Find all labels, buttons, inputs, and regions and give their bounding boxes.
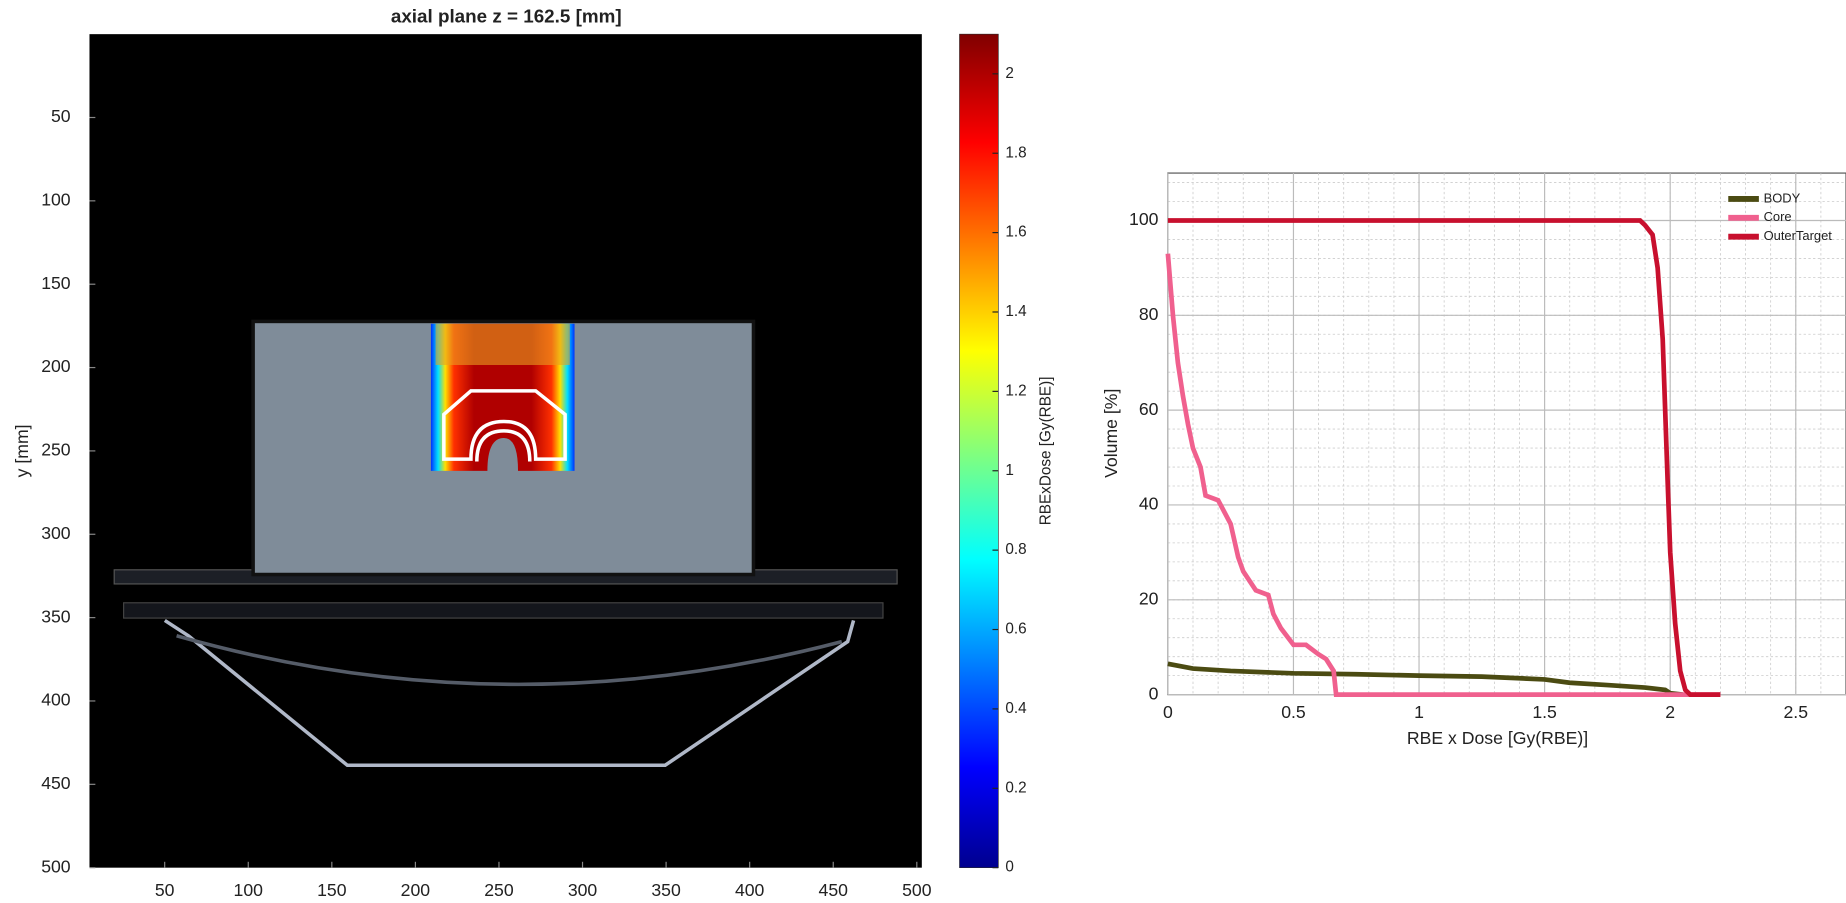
x-tick-label: 1: [1414, 702, 1424, 722]
y-tick-label: 150: [41, 273, 71, 293]
figure: axial plane z = 162.5 [mm] y [mm] RBExDo…: [0, 0, 1846, 903]
page: {"chart_data":[ {"type":"image","title":…: [0, 0, 1846, 903]
colorbar-tick-label: 0.4: [1005, 700, 1027, 717]
y-tick-label: 400: [41, 690, 71, 710]
x-tick-label: 200: [401, 880, 431, 900]
legend-label: BODY: [1764, 190, 1801, 205]
colorbar-tick-label: 0.2: [1005, 779, 1026, 796]
x-tick-label: 2: [1665, 702, 1675, 722]
x-tick-label: 350: [651, 880, 681, 900]
dvh-x-axis-label: RBE x Dose [Gy(RBE)]: [1407, 728, 1588, 748]
x-tick-label: 400: [735, 880, 765, 900]
dose-entrance: [436, 324, 570, 365]
y-axis-label: y [mm]: [12, 424, 32, 477]
x-tick-label: 250: [484, 880, 514, 900]
image-title: axial plane z = 162.5 [mm]: [391, 6, 622, 27]
y-tick-label: 0: [1149, 683, 1159, 703]
x-tick-label: 2.5: [1784, 702, 1809, 722]
colorbar-tick-label: 1.8: [1005, 144, 1026, 161]
x-tick-label: 300: [568, 880, 598, 900]
x-tick-label: 0.5: [1281, 702, 1306, 722]
y-tick-label: 450: [41, 773, 71, 793]
x-tick-label: 450: [819, 880, 849, 900]
y-tick-label: 350: [41, 606, 71, 626]
x-tick-label: 0: [1163, 702, 1173, 722]
y-tick-label: 300: [41, 523, 71, 543]
colorbar-tick-label: 0.6: [1005, 621, 1026, 638]
y-tick-label: 20: [1139, 588, 1159, 608]
legend-label: Core: [1764, 209, 1792, 224]
colorbar: [959, 34, 998, 868]
y-tick-label: 100: [1129, 209, 1159, 229]
dvh-y-axis-label: Volume [%]: [1101, 389, 1121, 478]
colorbar-tick-label: 1.4: [1005, 303, 1027, 320]
x-tick-label: 50: [155, 880, 175, 900]
x-tick-label: 150: [317, 880, 347, 900]
colorbar-tick-label: 0: [1005, 859, 1014, 876]
colorbar-tick-label: 2: [1005, 65, 1014, 82]
colorbar-tick-label: 1: [1005, 462, 1014, 479]
colorbar-tick-label: 1.2: [1005, 382, 1026, 399]
y-tick-label: 250: [41, 440, 71, 460]
y-tick-label: 200: [41, 356, 71, 376]
y-tick-label: 500: [41, 856, 71, 876]
dvh-plot-area: [1168, 173, 1846, 695]
y-tick-label: 40: [1139, 494, 1159, 514]
colorbar-tick-label: 0.8: [1005, 541, 1026, 558]
x-tick-label: 100: [234, 880, 264, 900]
x-tick-label: 500: [902, 880, 932, 900]
colorbar-label: RBExDose [Gy(RBE)]: [1038, 377, 1055, 526]
y-tick-label: 80: [1139, 304, 1159, 324]
y-tick-label: 60: [1139, 399, 1159, 419]
couch-plate: [124, 603, 883, 618]
colorbar-tick-label: 1.6: [1005, 224, 1026, 241]
legend-label: OuterTarget: [1764, 228, 1833, 243]
x-tick-label: 1.5: [1532, 702, 1557, 722]
y-tick-label: 100: [41, 190, 71, 210]
y-tick-label: 50: [51, 106, 71, 126]
